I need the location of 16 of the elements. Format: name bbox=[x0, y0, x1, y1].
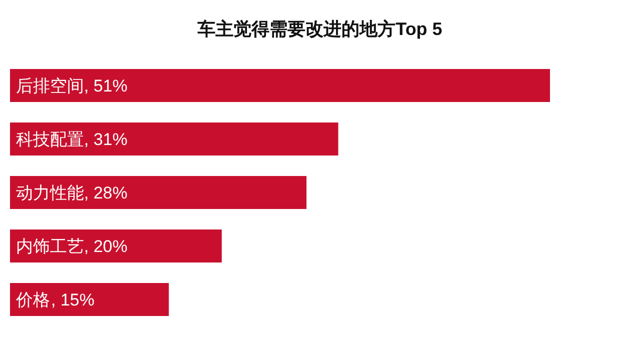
y-tick-label: 动力性能 bbox=[16, 184, 84, 202]
bar bbox=[10, 230, 222, 262]
y-tick-label: 科技配置 bbox=[16, 130, 84, 149]
data-label: , 31% bbox=[84, 130, 128, 149]
bar bbox=[10, 176, 306, 209]
y-tick-label: 后排空间 bbox=[16, 76, 84, 96]
data-label: , 51% bbox=[84, 76, 128, 96]
data-label: , 15% bbox=[51, 290, 94, 310]
data-label: , 28% bbox=[84, 184, 128, 202]
chart-title: 车主觉得需要改进的地方Top 5 bbox=[196, 19, 442, 39]
y-tick-label: 内饰工艺 bbox=[16, 237, 84, 256]
bar bbox=[10, 122, 338, 156]
data-label: , 20% bbox=[84, 237, 128, 256]
y-tick-label: 价格 bbox=[15, 290, 50, 310]
bar bbox=[10, 69, 550, 102]
bar bbox=[10, 283, 169, 316]
